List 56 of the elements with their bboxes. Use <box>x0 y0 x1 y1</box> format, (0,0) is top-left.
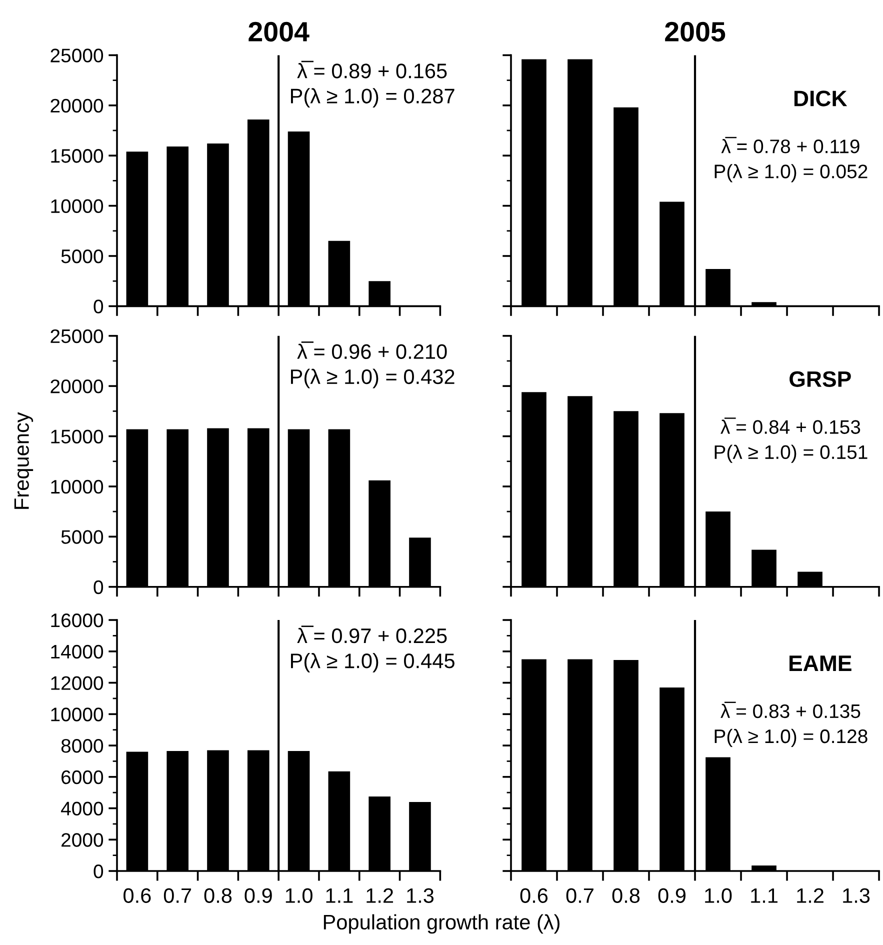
y-tick-label: 10000 <box>51 708 104 722</box>
y-tick-label: 5000 <box>61 530 104 544</box>
y-tick-label: 10000 <box>51 480 104 494</box>
chart-title: 2004 <box>248 22 310 42</box>
y-tick-label: 0 <box>94 300 104 314</box>
annotation: λ̅ = 0.84 + 0.153 <box>720 418 860 434</box>
x-tick-label: 0.6 <box>124 888 151 903</box>
annotation: DICK <box>794 90 848 106</box>
y-tick-label: 20000 <box>50 380 104 394</box>
x-axis-title: Population growth rate (λ) <box>324 914 560 934</box>
y-tick-label: 2000 <box>62 833 104 847</box>
x-tick-label: 1.1 <box>751 888 778 903</box>
chart-title: 2005 <box>665 22 726 42</box>
y-tick-label: 20000 <box>50 98 104 113</box>
x-tick-label: 1.2 <box>366 888 394 903</box>
annotation: λ̅ = 0.89 + 0.165 <box>297 60 447 78</box>
x-tick-label: 0.7 <box>164 888 192 903</box>
annotation: λ̅ = 0.97 + 0.225 <box>297 626 447 644</box>
x-tick-label: 0.8 <box>204 888 232 903</box>
x-tick-label: 1.3 <box>843 888 870 903</box>
x-tick-label: 1.0 <box>705 888 732 903</box>
x-tick-label: 1.0 <box>286 888 312 903</box>
annotation: P(λ ≥ 1.0) = 0.128 <box>714 728 868 748</box>
y-tick-label: 25000 <box>50 329 104 344</box>
y-tick-label: 6000 <box>62 770 104 784</box>
x-tick-label: 0.9 <box>658 888 686 903</box>
annotation: λ̅ = 0.83 + 0.135 <box>720 702 860 718</box>
y-tick-label: 0 <box>94 864 104 878</box>
annotation: P(λ ≥ 1.0) = 0.151 <box>714 444 868 463</box>
x-tick-label: 0.8 <box>612 888 640 903</box>
annotation: P(λ ≥ 1.0) = 0.052 <box>714 164 868 182</box>
y-tick-label: 25000 <box>50 48 104 62</box>
y-tick-label: 15000 <box>51 430 104 444</box>
x-tick-label: 0.7 <box>566 888 594 903</box>
annotation: P(λ ≥ 1.0) = 0.445 <box>291 652 454 672</box>
y-axis-title: Frequency <box>14 412 34 509</box>
y-tick-label: 10000 <box>51 199 104 214</box>
y-tick-label: 8000 <box>61 738 104 753</box>
y-tick-label: 5000 <box>61 249 104 264</box>
x-tick-label: 1.3 <box>407 888 434 903</box>
y-tick-label: 14000 <box>51 644 104 659</box>
x-tick-label: 0.9 <box>244 888 272 903</box>
annotation: EAME <box>790 656 852 671</box>
y-tick-label: 15000 <box>51 149 104 163</box>
x-tick-label: 1.1 <box>326 888 353 903</box>
y-tick-label: 4000 <box>61 802 104 816</box>
y-tick-label: 0 <box>94 580 104 594</box>
annotation: λ̅ = 0.96 + 0.210 <box>297 342 447 360</box>
annotation: λ̅ = 0.78 + 0.119 <box>721 136 860 154</box>
annotation: GRSP <box>790 371 851 387</box>
x-tick-label: 1.2 <box>797 888 824 903</box>
x-tick-label: 0.6 <box>520 888 548 903</box>
y-tick-label: 12000 <box>51 676 104 690</box>
y-tick-label: 16000 <box>51 613 104 628</box>
annotation: P(λ ≥ 1.0) = 0.287 <box>291 88 454 108</box>
annotation: P(λ ≥ 1.0) = 0.432 <box>291 368 454 388</box>
